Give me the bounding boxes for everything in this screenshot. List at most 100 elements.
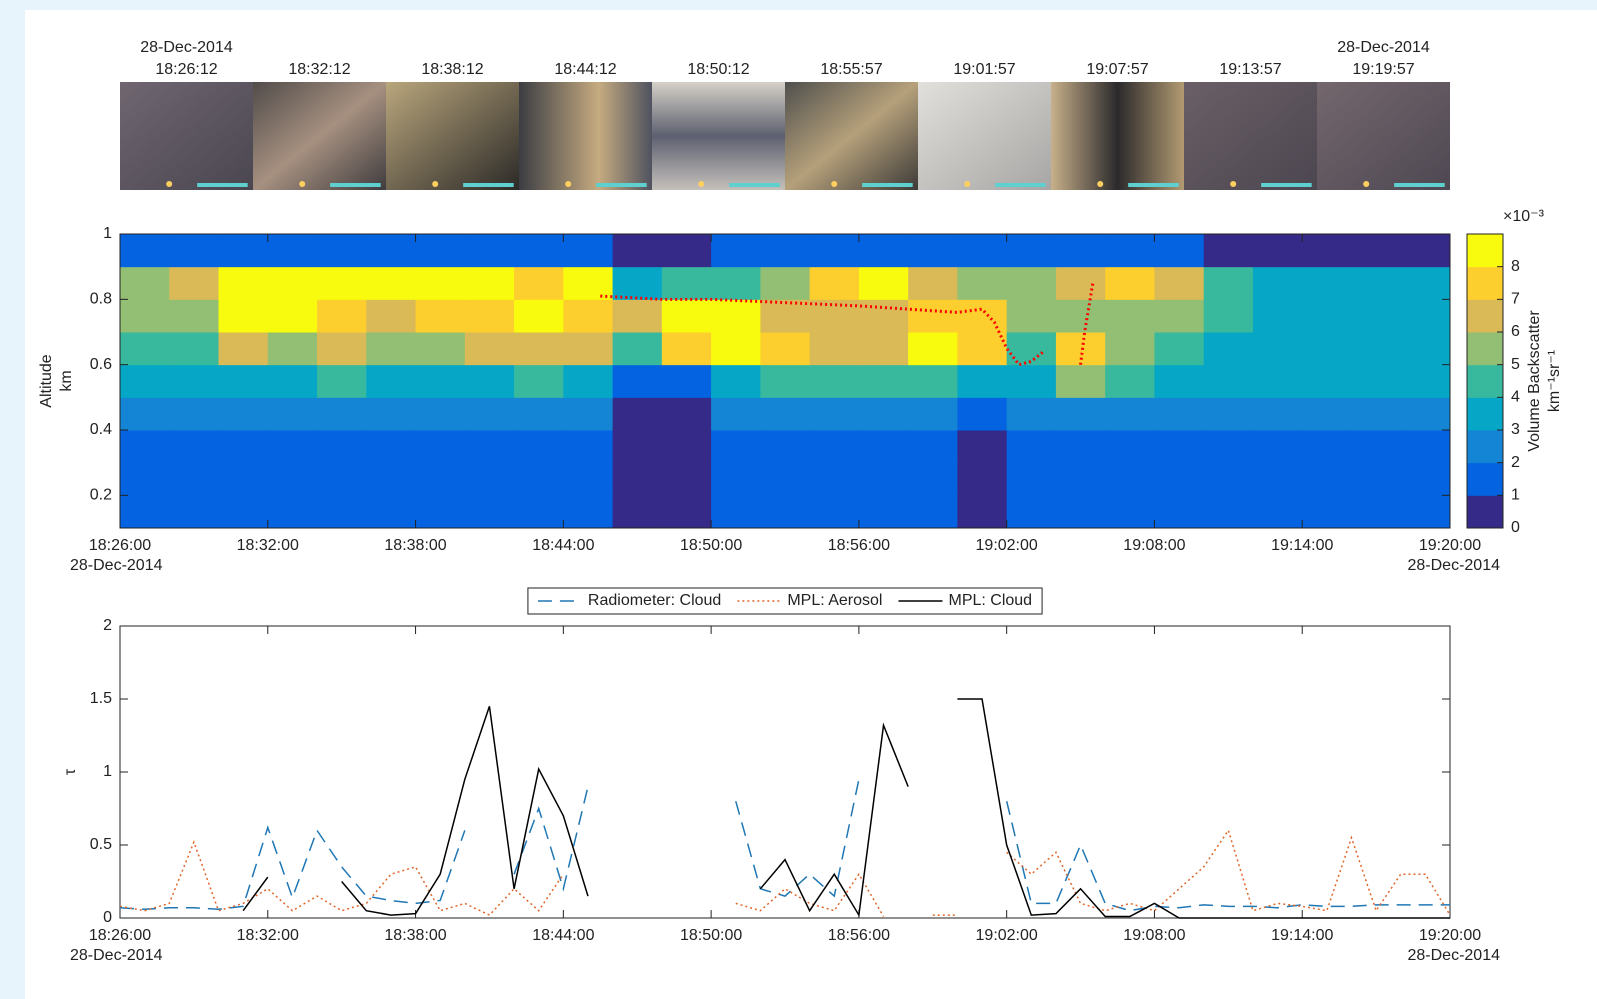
heatmap-cell [1400,332,1451,366]
heatmap-cell [1006,266,1057,300]
colorbar-tick-label: 3 [1511,421,1520,438]
series-line [119,828,1451,917]
heatmap-cell [1154,364,1205,398]
x-tick-label: 18:56:00 [828,537,890,554]
heatmap-cell [957,299,1008,333]
sky-image-sun [166,181,173,187]
heatmap-cell [1105,397,1155,431]
heatmap-cell [1203,495,1254,529]
heatmap-cell [366,234,417,268]
colorbar-swatch [1467,299,1503,333]
heatmap-cell [1203,430,1254,464]
heatmap-cell [612,332,663,366]
heatmap-cell [120,495,170,529]
heatmap-cell [711,332,761,366]
heatmap-cell [1351,430,1402,464]
y-tick-label: 1.5 [90,690,112,707]
heatmap-cell [809,397,860,431]
y-axis-label: τ [62,768,79,775]
heatmap-cell [514,430,564,464]
heatmap-cell [1302,234,1352,268]
heatmap-cell [464,430,515,464]
heatmap-cell [1154,462,1205,496]
heatmap-cell [1302,397,1352,431]
heatmap-cell [957,397,1008,431]
heatmap-cell [760,462,811,496]
heatmap-cell [1055,299,1106,333]
heatmap-cell [415,299,466,333]
heatmap-cell [1302,364,1352,398]
heatmap-cell [514,234,564,268]
heatmap-cell [957,462,1008,496]
heatmap-cell [1154,234,1205,268]
heatmap-cell [760,495,811,529]
heatmap-cell [1252,266,1303,300]
plot-frame [119,625,1451,919]
colorbar-tick-label: 7 [1511,291,1520,308]
heatmap-cell [366,266,417,300]
colorbar-tick-label: 8 [1511,258,1520,275]
heatmap-cell [563,430,614,464]
heatmap-cell [711,234,761,268]
heatmap-cell [1302,462,1352,496]
heatmap-cell [1252,234,1303,268]
x-date-label: 28-Dec-2014 [70,557,163,574]
heatmap-cell [711,397,761,431]
heatmap-cell [809,495,860,529]
heatmap-cell [612,397,663,431]
heatmap-cell [218,430,269,464]
heatmap-cell [169,397,220,431]
heatmap-cell [760,234,811,268]
image-time: 18:32:12 [288,61,350,78]
sky-image [386,82,519,190]
heatmap-cell [908,495,958,529]
heatmap-cell [908,364,958,398]
heatmap-cell [809,364,860,398]
heatmap-cell [1154,430,1205,464]
heatmap-cell [366,397,417,431]
heatmap-cell [120,462,170,496]
sky-image [785,82,918,190]
x-tick-label: 18:38:00 [384,927,446,944]
colorbar-swatch [1467,364,1503,398]
heatmap-cell [218,462,269,496]
heatmap-cell [612,462,663,496]
heatmap-cell [661,299,712,333]
legend-label: Radiometer: Cloud [588,592,721,609]
heatmap-cell [415,495,466,529]
colorbar-label: Volume Backscatter [1526,310,1543,452]
sky-image [120,82,253,190]
legend: Radiometer: Cloud MPL: Aerosol MPL: Cloud [527,587,1043,615]
y-tick-label: 0.6 [90,356,112,373]
heatmap-cell [415,430,466,464]
x-tick-label: 18:26:00 [89,927,151,944]
heatmap-cell [711,299,761,333]
heatmap-cell [1302,430,1352,464]
heatmap-cell [1351,299,1402,333]
sky-image [253,82,386,190]
heatmap-cell [661,430,712,464]
image-date: 28-Dec-2014 [140,39,233,56]
colorbar-swatch [1467,462,1503,496]
heatmap-cell [1154,266,1205,300]
heatmap-cell [1203,234,1254,268]
heatmap-cell [1203,266,1254,300]
sky-image-sun [964,181,971,187]
heatmap-cell [169,430,220,464]
heatmap-cell [1400,266,1451,300]
heatmap-cell [711,364,761,398]
x-date-label: 28-Dec-2014 [1408,947,1501,964]
x-tick-label: 19:20:00 [1419,927,1481,944]
heatmap-cell [267,462,318,496]
x-tick-label: 18:56:00 [828,927,890,944]
heatmap-cell [464,266,515,300]
heatmap-cell [1351,495,1402,529]
heatmap-cell [711,430,761,464]
heatmap-cell [464,462,515,496]
x-tick-label: 18:32:00 [237,537,299,554]
heatmap-cell [908,462,958,496]
heatmap-cell [366,495,417,529]
heatmap-cell [809,234,860,268]
heatmap-cell [1154,299,1205,333]
